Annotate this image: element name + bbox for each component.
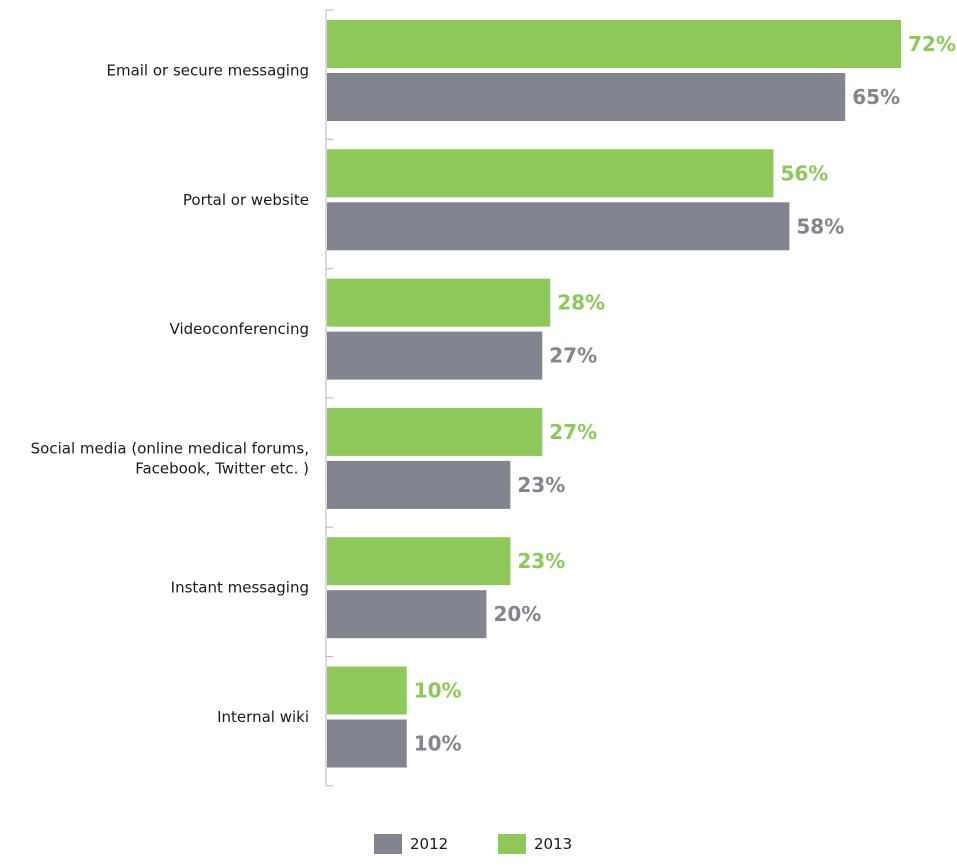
value-label-2012-portal-or-website: 58% <box>796 214 844 238</box>
bar-2012-portal-or-website <box>327 202 790 251</box>
bar-2013-internal-wiki <box>327 666 407 715</box>
value-label-2013-email-or-secure-messaging: 72% <box>908 32 956 56</box>
category-label-line: Portal or website <box>183 191 309 209</box>
value-label-2012-instant-messaging: 20% <box>493 602 541 626</box>
value-label-2012-videoconferencing: 27% <box>549 344 597 368</box>
category-label-videoconferencing: Videoconferencing <box>170 320 309 338</box>
bar-2012-email-or-secure-messaging <box>327 73 846 121</box>
value-label-2012-email-or-secure-messaging: 65% <box>852 85 900 109</box>
bar-2013-social-media-online-medical-forums-facebook-twitter-etc <box>327 407 543 456</box>
category-label-instant-messaging: Instant messaging <box>171 579 309 597</box>
labels-layer: Email or secure messaging 72% 65% Portal or… <box>31 32 956 756</box>
legend-swatch-2012 <box>374 834 402 854</box>
category-label-line: Email or secure messaging <box>106 62 309 80</box>
category-label-line: Facebook, Twitter etc. ) <box>135 459 309 477</box>
bar-2013-instant-messaging <box>327 537 511 586</box>
bar-2012-instant-messaging <box>327 590 487 639</box>
category-label-line: Videoconferencing <box>170 320 309 338</box>
category-axis <box>325 9 333 787</box>
bar-2013-videoconferencing <box>327 278 551 327</box>
category-label-email-or-secure-messaging: Email or secure messaging <box>106 62 309 80</box>
value-label-2013-videoconferencing: 28% <box>557 291 605 315</box>
value-label-2012-internal-wiki: 10% <box>414 732 462 756</box>
legend-label-2013: 2013 <box>534 835 572 853</box>
legend-label-2012: 2012 <box>410 835 448 853</box>
category-label-line: Social media (online medical forums, <box>31 439 309 457</box>
value-label-2013-portal-or-website: 56% <box>780 161 828 185</box>
value-label-2013-instant-messaging: 23% <box>517 549 565 573</box>
category-label-social-media-online-medical-forums-facebook-twitter-etc: Social media (online medical forums, Face… <box>31 439 309 477</box>
bar-2012-social-media-online-medical-forums-facebook-twitter-etc <box>327 460 511 509</box>
bars-layer <box>327 20 901 768</box>
category-label-portal-or-website: Portal or website <box>183 191 309 209</box>
bar-2013-portal-or-website <box>327 149 774 198</box>
value-label-2013-internal-wiki: 10% <box>414 679 462 703</box>
legend-swatch-2013 <box>498 834 526 854</box>
bar-2012-videoconferencing <box>327 331 543 380</box>
value-label-2013-social-media-online-medical-forums-facebook-twitter-etc: 27% <box>549 420 597 444</box>
category-label-line: Instant messaging <box>171 579 309 597</box>
legend: 2012 2013 <box>374 834 572 854</box>
bar-2012-internal-wiki <box>327 719 407 768</box>
category-label-line: Internal wiki <box>217 708 309 726</box>
category-label-internal-wiki: Internal wiki <box>217 708 309 726</box>
value-label-2012-social-media-online-medical-forums-facebook-twitter-etc: 23% <box>517 473 565 497</box>
bar-2013-email-or-secure-messaging <box>327 20 901 68</box>
